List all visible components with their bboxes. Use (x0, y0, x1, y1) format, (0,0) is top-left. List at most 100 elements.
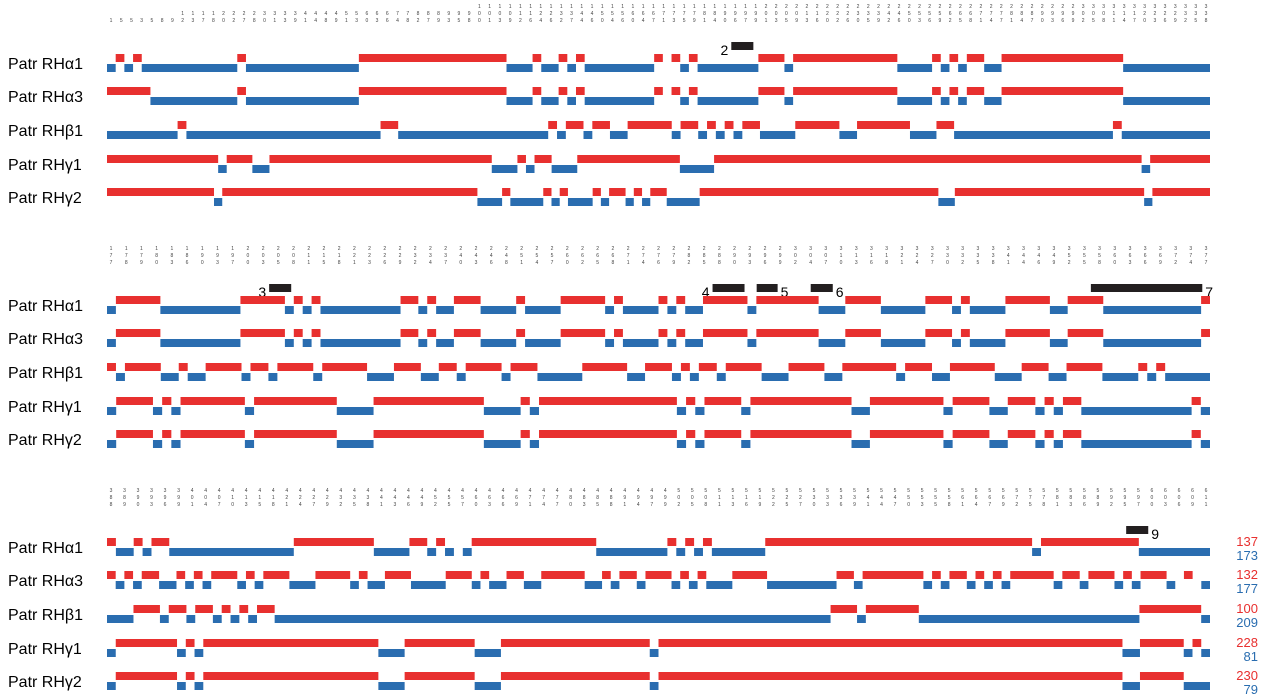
position-digit: 1 (632, 4, 635, 10)
conserved-segment (741, 440, 751, 448)
position-digit: 9 (1123, 495, 1126, 501)
position-digit: 8 (110, 502, 113, 508)
position-digit: 7 (1189, 253, 1192, 259)
conserved-segment (152, 440, 163, 448)
position-digit: 3 (1123, 4, 1126, 10)
position-digit: 6 (928, 18, 931, 24)
position-digit: 1 (478, 4, 481, 10)
alignment-row: Patr RHα1 (8, 54, 1210, 73)
divergent-segment (671, 87, 681, 95)
position-digit: 8 (292, 260, 295, 266)
position-digit: 4 (407, 488, 410, 494)
divergent-segment (582, 363, 628, 371)
conserved-segment (169, 548, 294, 556)
position-digit: 0 (809, 253, 812, 259)
position-digit: 7 (444, 260, 447, 266)
position-digit: 3 (273, 11, 276, 17)
conserved-segment (1053, 440, 1063, 448)
position-digit: 1 (703, 18, 706, 24)
divergent-segment (293, 296, 303, 304)
position-digit: 9 (795, 18, 798, 24)
position-digit: 1 (216, 246, 219, 252)
divergent-segment (936, 121, 955, 129)
position-digit: 3 (1069, 502, 1072, 508)
position-digit: 8 (125, 260, 128, 266)
position-digit: 8 (272, 502, 275, 508)
divergent-segment (714, 155, 1142, 163)
position-digit: 2 (560, 18, 563, 24)
position-digit: 9 (177, 495, 180, 501)
conserved-segment (254, 581, 264, 589)
position-digit: 9 (294, 18, 297, 24)
conserved-segment (398, 131, 549, 139)
position-digit: 4 (245, 488, 248, 494)
position-digit: 0 (1151, 495, 1154, 501)
position-digit: 3 (1205, 246, 1208, 252)
divergent-segment (373, 397, 484, 405)
conserved-segment (115, 581, 125, 589)
position-digit: 5 (345, 11, 348, 17)
conserved-segment (918, 615, 1140, 623)
conserved-segment (994, 373, 1022, 381)
position-digit: 8 (688, 253, 691, 259)
position-digit: 5 (703, 260, 706, 266)
position-digit: 5 (1123, 488, 1126, 494)
position-digit: 3 (826, 495, 829, 501)
position-digit: 3 (366, 495, 369, 501)
position-digit: 9 (853, 502, 856, 508)
position-digit: 2 (338, 246, 341, 252)
position-digit: 3 (444, 253, 447, 259)
divergent-segment (680, 571, 689, 579)
position-digit: 2 (775, 4, 778, 10)
position-digit: 1 (191, 502, 194, 508)
divergent-segment (311, 329, 321, 337)
position-digit: 4 (191, 488, 194, 494)
divergent-segment (1007, 397, 1036, 405)
position-digit: 6 (502, 495, 505, 501)
position-digit: 3 (475, 260, 478, 266)
position-digit: 5 (691, 502, 694, 508)
conserved-segment (525, 306, 561, 314)
conserved-segment (667, 339, 677, 347)
position-digit: 0 (824, 253, 827, 259)
position-digit: 3 (1129, 260, 1132, 266)
position-digit: 4 (1022, 253, 1025, 259)
divergent-segment (750, 397, 852, 405)
position-digit: 5 (1092, 18, 1095, 24)
conserved-segment (857, 615, 866, 623)
divergent-segment (221, 605, 231, 613)
position-digit: 1 (110, 246, 113, 252)
position-digit: 3 (775, 18, 778, 24)
position-digit: 5 (1137, 488, 1140, 494)
conserved-segment (141, 64, 238, 72)
conserved-segment (212, 615, 222, 623)
conserved-segment (642, 198, 651, 206)
position-digit: 5 (976, 260, 979, 266)
position-digit: 2 (900, 253, 903, 259)
conserved-segment (436, 306, 454, 314)
position-digit: 4 (898, 11, 901, 17)
position-digit: 5 (683, 18, 686, 24)
divergent-segment (539, 397, 677, 405)
conserved-segment (491, 165, 518, 173)
position-digit: 2 (867, 4, 870, 10)
position-digit: 4 (421, 488, 424, 494)
divergent-segment (1062, 430, 1082, 438)
position-digit: 2 (816, 4, 819, 10)
position-digit: 5 (948, 495, 951, 501)
position-digit: 1 (623, 502, 626, 508)
conserved-segment (551, 165, 578, 173)
alignment-panel-2: 1771781791801831861901931972002032052082… (8, 246, 1213, 449)
divergent-segment (254, 397, 337, 405)
divergent-segment (795, 121, 840, 129)
position-digit: 3 (1053, 246, 1056, 252)
position-digit: 7 (110, 260, 113, 266)
position-digit: 3 (1007, 246, 1010, 252)
conserved-segment (320, 339, 401, 347)
conserved-segment (1121, 131, 1210, 139)
conserved-segment (1147, 373, 1157, 381)
position-digit: 2 (786, 495, 789, 501)
position-digit: 3 (150, 488, 153, 494)
conserved-segment (462, 548, 472, 556)
position-digit: 3 (840, 495, 843, 501)
